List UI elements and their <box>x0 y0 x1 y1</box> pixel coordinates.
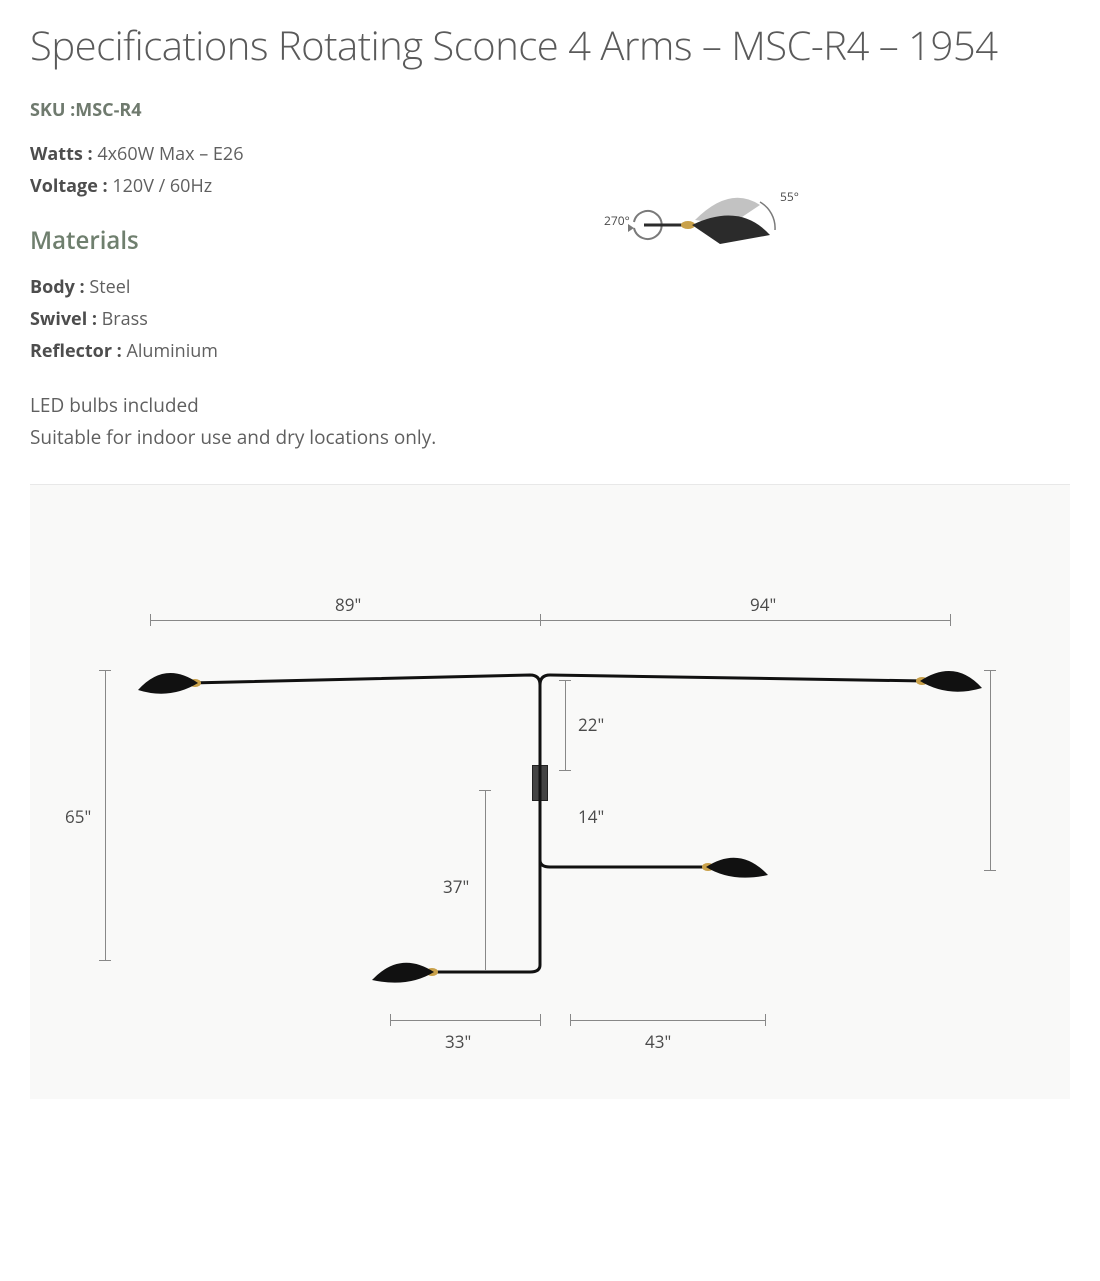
page-title: Specifications Rotating Sconce 4 Arms – … <box>30 20 1070 70</box>
note-line-2: Suitable for indoor use and dry location… <box>30 421 1070 453</box>
voltage-value: 120V / 60Hz <box>108 174 213 198</box>
reflector-value: Aluminium <box>122 339 218 363</box>
materials-heading: Materials <box>30 224 1070 257</box>
sku-line: SKU :MSC-R4 <box>30 98 1070 122</box>
watts-line: Watts : 4x60W Max – E26 <box>30 142 1070 166</box>
watts-value: 4x60W Max – E26 <box>93 142 244 166</box>
body-value: Steel <box>85 275 131 299</box>
rotation-270-label: 270° <box>604 212 630 229</box>
notes-block: LED bulbs included Suitable for indoor u… <box>30 389 1070 454</box>
swivel-label: Swivel : <box>30 307 97 331</box>
sku-value: MSC-R4 <box>75 98 141 122</box>
swivel-line: Swivel : Brass <box>30 307 1070 331</box>
reflector-label: Reflector : <box>30 339 122 363</box>
sku-label: SKU : <box>30 98 75 122</box>
rotation-diagram: 270° 55° <box>610 180 810 270</box>
dim-22: 22" <box>578 713 604 736</box>
rotation-55-label: 55° <box>780 188 799 205</box>
swivel-value: Brass <box>97 307 148 331</box>
voltage-line: Voltage : 120V / 60Hz <box>30 174 1070 198</box>
dim-33: 33" <box>445 1030 471 1053</box>
watts-label: Watts : <box>30 142 93 166</box>
body-line: Body : Steel <box>30 275 1070 299</box>
dimension-figure: 89" 94" 65" 22" 14" 37" <box>30 484 1070 1099</box>
lamp-svg <box>30 485 1070 1100</box>
dim-43: 43" <box>645 1030 671 1053</box>
dim-37: 37" <box>443 875 469 898</box>
reflector-line: Reflector : Aluminium <box>30 339 1070 363</box>
dim-14: 14" <box>578 805 604 828</box>
note-line-1: LED bulbs included <box>30 389 1070 421</box>
body-label: Body : <box>30 275 85 299</box>
voltage-label: Voltage : <box>30 174 108 198</box>
